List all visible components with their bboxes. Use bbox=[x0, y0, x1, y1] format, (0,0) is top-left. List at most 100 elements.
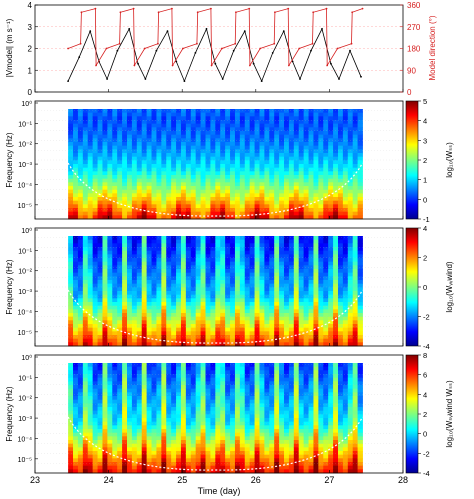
panel3-heat-cell bbox=[73, 294, 79, 299]
panel2-heat-cell bbox=[171, 149, 177, 154]
panel2-heat-cell bbox=[82, 149, 89, 154]
panel3-heat-cell bbox=[342, 335, 349, 340]
panel4-heat-cell bbox=[151, 429, 157, 434]
panel4-heat-cell bbox=[185, 451, 192, 456]
panel4-heat-cell bbox=[77, 425, 84, 430]
panel4-heat-cell bbox=[259, 392, 265, 397]
panel3-heat-cell bbox=[288, 272, 295, 277]
panel4-heat-cell bbox=[249, 414, 255, 419]
panel3-heat-cell bbox=[337, 324, 344, 329]
panel2-heat-cell bbox=[259, 142, 265, 147]
panel2-heat-cell bbox=[73, 109, 79, 114]
panel2-heat-cell bbox=[131, 215, 138, 220]
panel2-heat-cell bbox=[293, 208, 300, 213]
panel4-heat-cell bbox=[239, 440, 246, 445]
panel2-heat-cell bbox=[254, 197, 260, 202]
panel2-heat-cell bbox=[313, 149, 319, 154]
panel2-heat-cell bbox=[200, 116, 206, 121]
panel3-heat-cell bbox=[205, 272, 211, 277]
panel2-heat-cell bbox=[190, 197, 197, 202]
panel2-heat-cell bbox=[92, 134, 98, 139]
panel2-heat-cell bbox=[352, 171, 359, 176]
panel4-heat-cell bbox=[249, 388, 255, 393]
panel3-heat-cell bbox=[220, 291, 226, 296]
panel1-left-tick-label: 1 bbox=[28, 66, 33, 75]
panel2-heat-cell bbox=[112, 138, 118, 143]
panel2-heat-cell bbox=[102, 193, 108, 198]
panel3-heat-cell bbox=[156, 239, 162, 244]
panel4-heat-cell bbox=[73, 410, 79, 415]
panel3-heat-cell bbox=[92, 342, 98, 347]
panel2-heat-cell bbox=[264, 164, 270, 169]
panel3-heat-cell bbox=[313, 320, 319, 325]
panel3-heat-cell bbox=[279, 269, 285, 274]
panel3-heatmap bbox=[68, 236, 363, 347]
panel3-heat-cell bbox=[77, 313, 84, 318]
panel2-heat-cell bbox=[77, 193, 84, 198]
panel2-heat-cell bbox=[215, 215, 221, 220]
panel4-heat-cell bbox=[82, 392, 89, 397]
panel2-heat-cell bbox=[220, 142, 226, 147]
panel2-heat-cell bbox=[220, 149, 226, 154]
panel2-heat-cell bbox=[298, 211, 305, 216]
panel3-heat-cell bbox=[180, 254, 187, 259]
panel2-heat-cell bbox=[259, 208, 265, 213]
panel4-heat-cell bbox=[195, 414, 201, 419]
direction-point bbox=[119, 11, 122, 14]
panel2-heat-cell bbox=[180, 149, 187, 154]
panel2-heat-cell bbox=[131, 120, 138, 125]
panel2-colorbar-tick-label: 4 bbox=[423, 117, 427, 126]
panel3-heat-cell bbox=[171, 331, 177, 336]
panel3-heat-cell bbox=[161, 243, 167, 248]
panel2-heat-cell bbox=[274, 189, 280, 194]
panel2-heat-cell bbox=[77, 215, 84, 220]
panel2-heat-cell bbox=[195, 208, 201, 213]
panel3-heat-cell bbox=[259, 269, 265, 274]
panel3-heat-cell bbox=[249, 287, 255, 292]
panel4-heat-cell bbox=[195, 366, 201, 371]
panel4-heat-cell bbox=[92, 451, 98, 456]
panel3-heat-cell bbox=[337, 305, 344, 310]
panel2-heat-cell bbox=[323, 189, 329, 194]
direction-point bbox=[361, 7, 364, 10]
panel3-heat-cell bbox=[176, 291, 182, 296]
panel2-heat-cell bbox=[161, 215, 167, 220]
panel4-heat-cell bbox=[156, 366, 162, 371]
panel3-heat-cell bbox=[195, 261, 201, 266]
panel3-heat-cell bbox=[112, 276, 118, 281]
panel3-heat-cell bbox=[347, 335, 354, 340]
panel4-heat-cell bbox=[234, 363, 241, 368]
panel3-heat-cell bbox=[117, 287, 123, 292]
panel3-heat-cell bbox=[87, 331, 94, 336]
panel3-heat-cell bbox=[342, 327, 349, 332]
panel3-heat-cell bbox=[92, 254, 98, 259]
panel2-heat-cell bbox=[117, 156, 123, 161]
panel2-heat-cell bbox=[190, 131, 197, 136]
panel3-heat-cell bbox=[347, 236, 354, 241]
panel3-heat-cell bbox=[234, 276, 241, 281]
panel3-heat-cell bbox=[269, 313, 275, 318]
panel4-heat-cell bbox=[87, 392, 94, 397]
panel2-heat-cell bbox=[87, 189, 94, 194]
panel3-heat-cell bbox=[347, 305, 354, 310]
panel4-heat-cell bbox=[195, 429, 201, 434]
panel2-heat-cell bbox=[200, 160, 206, 165]
panel2-heat-cell bbox=[239, 204, 246, 209]
panel4-heat-cell bbox=[136, 377, 143, 382]
panel3-heat-cell bbox=[264, 309, 270, 314]
panel3-heat-cell bbox=[254, 254, 260, 259]
panel2-heat-cell bbox=[107, 153, 113, 158]
panel3-heat-cell bbox=[337, 276, 344, 281]
panel4-heat-cell bbox=[107, 370, 113, 375]
panel2-heat-cell bbox=[77, 189, 84, 194]
panel2-heat-cell bbox=[141, 189, 148, 194]
panel2-heat-cell bbox=[195, 182, 201, 187]
panel3-heat-cell bbox=[131, 335, 138, 340]
panel3-heat-cell bbox=[313, 283, 319, 288]
panel2-heat-cell bbox=[200, 208, 206, 213]
panel4-heat-cell bbox=[171, 388, 177, 393]
panel3-heat-cell bbox=[318, 261, 324, 266]
panel3-heat-cell bbox=[337, 287, 344, 292]
panel2-heat-cell bbox=[264, 156, 270, 161]
